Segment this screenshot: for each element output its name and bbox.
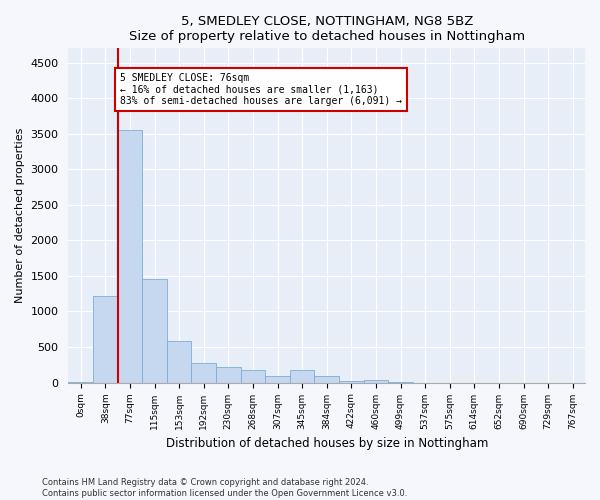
- Title: 5, SMEDLEY CLOSE, NOTTINGHAM, NG8 5BZ
Size of property relative to detached hous: 5, SMEDLEY CLOSE, NOTTINGHAM, NG8 5BZ Si…: [128, 15, 525, 43]
- Text: Contains HM Land Registry data © Crown copyright and database right 2024.
Contai: Contains HM Land Registry data © Crown c…: [42, 478, 407, 498]
- Bar: [314, 376, 339, 382]
- Text: 5 SMEDLEY CLOSE: 76sqm
← 16% of detached houses are smaller (1,163)
83% of semi-: 5 SMEDLEY CLOSE: 76sqm ← 16% of detached…: [120, 73, 402, 106]
- X-axis label: Distribution of detached houses by size in Nottingham: Distribution of detached houses by size …: [166, 437, 488, 450]
- Bar: [191, 362, 216, 382]
- Bar: [93, 296, 118, 382]
- Bar: [118, 130, 142, 382]
- Bar: [364, 380, 388, 382]
- Bar: [142, 280, 167, 382]
- Bar: [265, 376, 290, 382]
- Bar: [216, 368, 241, 382]
- Y-axis label: Number of detached properties: Number of detached properties: [15, 128, 25, 303]
- Bar: [167, 340, 191, 382]
- Bar: [339, 381, 364, 382]
- Bar: [241, 370, 265, 382]
- Bar: [290, 370, 314, 382]
